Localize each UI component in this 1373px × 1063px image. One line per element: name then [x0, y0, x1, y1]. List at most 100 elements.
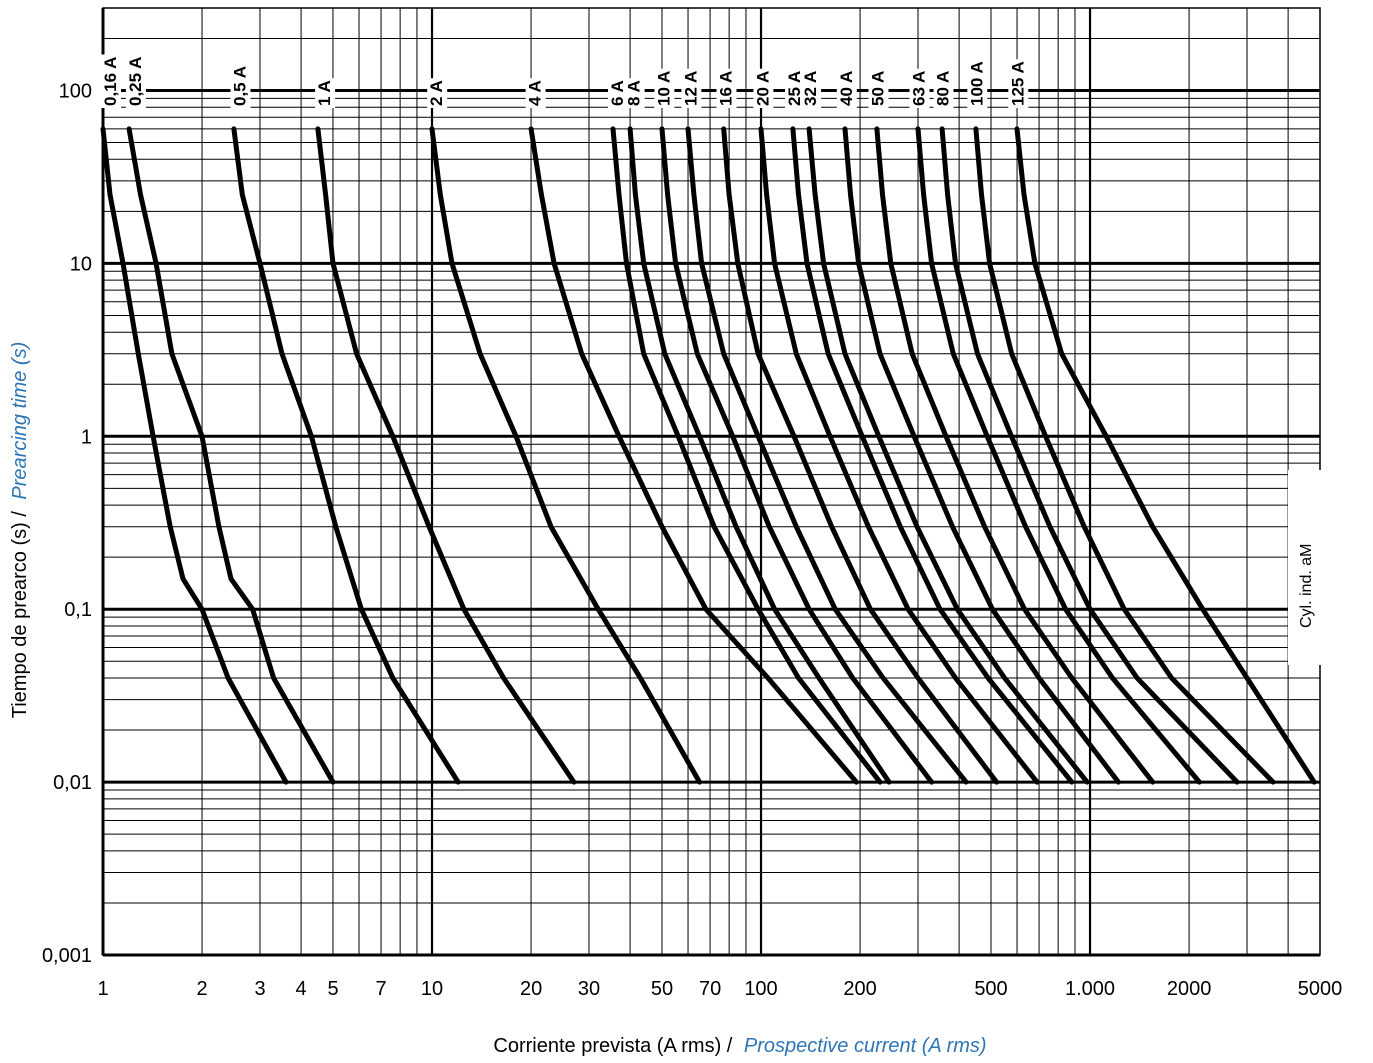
- curve-label-bg: [101, 54, 121, 108]
- x-axis-title: Corriente prevista (A rms) / Prospective…: [493, 1035, 986, 1057]
- x-tick-label: 200: [843, 978, 876, 1000]
- y-tick-label: 0,1: [64, 599, 92, 621]
- x-axis-title-es: Corriente prevista (A rms) /: [493, 1035, 732, 1057]
- curve-label: 10 A: [654, 71, 673, 106]
- curve-label: 4 A: [526, 80, 545, 106]
- curve-label-bg: [654, 68, 675, 108]
- fuse-curve-17: [939, 126, 1240, 785]
- x-tick-label: 5000: [1298, 978, 1343, 1000]
- curve-label: 8 A: [625, 80, 644, 106]
- curve-label: 40 A: [837, 71, 856, 106]
- curve-label: 125 A: [1008, 61, 1027, 106]
- x-tick-label: 20: [520, 978, 542, 1000]
- fuse-curve-13: [806, 126, 1090, 785]
- curve-label: 6 A: [608, 80, 627, 106]
- x-tick-label: 2000: [1167, 978, 1212, 1000]
- curve-label-bg: [785, 68, 805, 108]
- y-axis-title-en: Prearcing time (s): [9, 342, 31, 500]
- curve-label-bg: [315, 78, 336, 108]
- x-tick-label: 5: [327, 978, 338, 1000]
- fuse-curve-16: [915, 126, 1202, 785]
- annotation-text: Cyl. ind. aM: [1298, 544, 1315, 628]
- curve-label-bg: [801, 68, 822, 108]
- curve-label-bg: [868, 68, 889, 108]
- curve-label: 50 A: [869, 71, 888, 106]
- fuse-curve-12: [790, 126, 1075, 785]
- curve-label-bg: [909, 68, 930, 108]
- plot-border: [102, 7, 1321, 956]
- fuse-curve-3: [315, 126, 577, 785]
- fuse-curve-6: [610, 126, 883, 785]
- curve-label: 0,25 A: [126, 57, 145, 106]
- curve-label: 100 A: [967, 61, 986, 106]
- x-tick-label: 50: [651, 978, 673, 1000]
- fuse-curve-15: [874, 126, 1156, 785]
- y-tick-label: 1: [81, 426, 92, 448]
- x-tick-label: 70: [699, 978, 721, 1000]
- y-axis-title: Tiempo de prearco (s) / Prearcing time (…: [9, 342, 31, 718]
- y-axis-title-es: Tiempo de prearco (s) /: [9, 511, 31, 719]
- fuse-curve-14: [842, 126, 1121, 785]
- curve-label: 0,16 A: [101, 57, 120, 106]
- fuse-curve-7: [627, 126, 892, 785]
- curve-label-bg: [230, 64, 251, 108]
- fuse-curve-18: [973, 126, 1276, 785]
- fuse-curve-1: [126, 126, 336, 785]
- fuse-curve-8: [659, 126, 935, 785]
- fuse-curve-5: [528, 126, 859, 785]
- x-tick-label: 4: [296, 978, 307, 1000]
- x-tick-label: 3: [254, 978, 265, 1000]
- fuse-curve-19: [1014, 126, 1317, 785]
- x-tick-label: 1: [97, 978, 108, 1000]
- fuse-curve-labels: 0,16 A 0,25 A 0,5 A 1 A 2 A 4 A 6 A8 A 10 A 12 A…: [101, 54, 1029, 108]
- grid-minor: [103, 7, 1321, 955]
- curve-label-bg: [967, 59, 988, 108]
- fuse-curve-0: [100, 126, 289, 785]
- plot-frame: [101, 7, 1321, 957]
- fuse-curve-11: [758, 126, 1040, 785]
- curve-label: 25 A: [785, 71, 804, 106]
- grid-major: [101, 8, 1320, 957]
- y-tick-label: 100: [59, 81, 92, 103]
- curve-label: 2 A: [427, 80, 446, 106]
- x-tick-label: 2: [196, 978, 207, 1000]
- x-tick-label: 100: [744, 978, 777, 1000]
- fuse-curve-2: [231, 126, 461, 785]
- curve-label: 1 A: [315, 80, 334, 106]
- y-tick-label: 0,001: [42, 945, 92, 967]
- curve-label: 0,5 A: [231, 66, 250, 106]
- curve-label-bg: [836, 68, 857, 108]
- curve-label-bg: [933, 68, 954, 108]
- curve-label: 63 A: [910, 71, 929, 106]
- curve-label: 16 A: [717, 71, 736, 106]
- curve-label-bg: [681, 68, 702, 108]
- y-tick-labels: 100 10 1 0,1 0,01 0,001: [42, 81, 92, 968]
- curve-label: 80 A: [934, 71, 953, 106]
- x-tick-label: 7: [375, 978, 386, 1000]
- curve-label-bg: [125, 54, 146, 108]
- curve-label-bg: [608, 78, 628, 108]
- x-tick-label: 10: [421, 978, 443, 1000]
- curve-label-bg: [427, 78, 448, 108]
- curve-label: 20 A: [753, 71, 772, 106]
- x-tick-label: 30: [578, 978, 600, 1000]
- x-tick-labels: 1 2 3 4 5 7 10 20 30 50 70 100 200 500 1.000 2000 5000: [97, 978, 1342, 1000]
- fuse-curve-9: [685, 126, 969, 785]
- x-tick-label: 500: [974, 978, 1007, 1000]
- y-tick-label: 10: [70, 253, 92, 275]
- fuse-curve-10: [721, 126, 1000, 785]
- x-tick-label: 1.000: [1065, 978, 1115, 1000]
- curve-label-bg: [716, 68, 737, 108]
- x-axis-title-en: Prospective current (A rms): [744, 1035, 987, 1057]
- annotation-box: Cyl. ind. aM: [1288, 470, 1322, 665]
- curve-label: 12 A: [681, 71, 700, 106]
- y-tick-label: 0,01: [53, 772, 92, 794]
- curve-label-bg: [1008, 59, 1029, 108]
- curve-label: 32 A: [801, 71, 820, 106]
- fuse-curves: [100, 126, 1317, 785]
- curve-label-bg: [624, 78, 645, 108]
- curve-label-bg: [753, 68, 774, 108]
- fuse-curve-4: [429, 126, 702, 785]
- curve-label-bg: [525, 78, 546, 108]
